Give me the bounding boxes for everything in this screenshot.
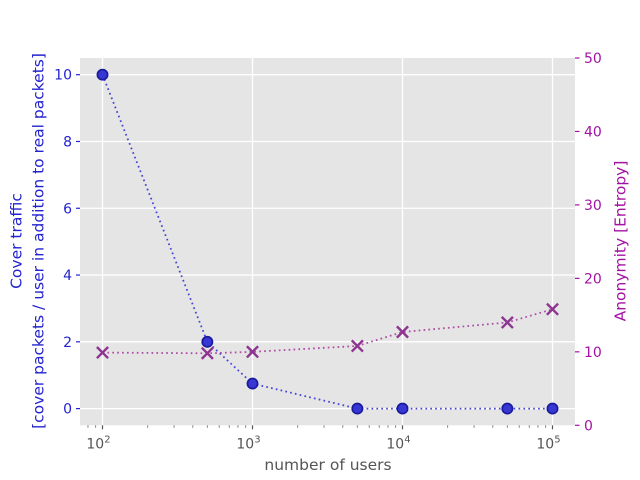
right-axis: 0 10 20 30 40 50 bbox=[575, 51, 602, 434]
cover-traffic-point bbox=[501, 402, 514, 415]
anonymity-entropy-point bbox=[96, 346, 109, 360]
left-tick-label: 6 bbox=[63, 201, 72, 217]
right-tick-label: 10 bbox=[584, 345, 602, 361]
anonymity-entropy-point bbox=[246, 345, 259, 359]
cover-traffic-point bbox=[396, 402, 409, 415]
x-axis-label: number of users bbox=[264, 456, 392, 474]
cover-traffic-point bbox=[546, 402, 559, 415]
series-anonymity-entropy bbox=[96, 302, 559, 360]
right-tick-label: 20 bbox=[584, 271, 602, 287]
cover-traffic-point bbox=[351, 402, 364, 415]
anonymity-entropy-point bbox=[546, 302, 559, 316]
anonymity-entropy-point bbox=[200, 346, 214, 360]
right-tick-label: 50 bbox=[584, 51, 602, 67]
anonymity-entropy-point bbox=[396, 325, 409, 339]
grid bbox=[80, 58, 575, 426]
left-tick-label: 10 bbox=[54, 68, 72, 84]
right-axis-label: Anonymity [Entropy] bbox=[611, 160, 630, 322]
right-tick-label: 30 bbox=[584, 198, 602, 214]
anonymity-entropy-point bbox=[500, 316, 514, 329]
cover-traffic-point bbox=[201, 335, 214, 348]
x-tick-label: 103 bbox=[236, 434, 260, 452]
cover-traffic-point bbox=[96, 68, 109, 81]
left-tick-label: 4 bbox=[63, 268, 72, 284]
series-cover-traffic bbox=[96, 68, 559, 415]
left-axis-label-line1: Cover traffic bbox=[7, 193, 26, 289]
anonymity-entropy-point bbox=[350, 339, 364, 353]
right-tick-label: 0 bbox=[584, 418, 593, 434]
x-axis: 102 103 104 105 bbox=[86, 425, 561, 452]
x-tick-label: 104 bbox=[386, 434, 410, 452]
x-tick-label: 105 bbox=[536, 434, 560, 452]
left-axis-label-line2: [cover packets / user in addition to rea… bbox=[29, 53, 47, 429]
right-tick-label: 40 bbox=[584, 124, 602, 140]
x-tick-label: 102 bbox=[86, 434, 110, 452]
left-axis: 0 2 4 6 8 10 bbox=[54, 68, 80, 418]
left-tick-label: 2 bbox=[63, 335, 72, 351]
left-axis-label: Cover traffic [cover packets / user in a… bbox=[7, 53, 50, 429]
cover-traffic-point bbox=[246, 377, 259, 390]
left-tick-label: 8 bbox=[63, 134, 72, 150]
left-tick-label: 0 bbox=[63, 402, 72, 418]
plot-area bbox=[80, 58, 575, 426]
